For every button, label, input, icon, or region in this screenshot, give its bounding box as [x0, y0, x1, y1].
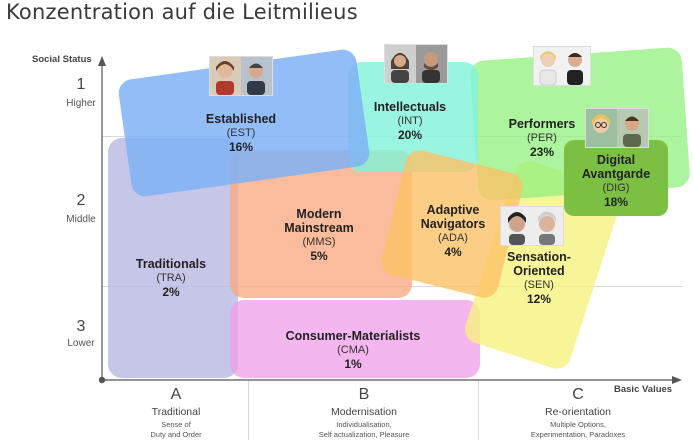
- milieu-percent: 4%: [444, 245, 462, 259]
- col-desc-b: Individualisation, Self actualization, P…: [318, 420, 410, 439]
- milieu-percent: 23%: [529, 145, 555, 159]
- milieu-name-line1: Modern: [296, 207, 342, 221]
- milieu-name: Intellectuals: [373, 100, 447, 114]
- y-axis-arrow: [98, 56, 106, 66]
- col-desc-a: Sense of Duty and Order: [150, 420, 202, 439]
- col-name-c: Re-orientation: [545, 406, 611, 418]
- col-name-a: Traditional: [151, 406, 201, 418]
- axis-origin-dot: [98, 376, 106, 384]
- milieu-abbr: (DIG): [602, 182, 630, 194]
- milieu-abbr: (PER): [527, 132, 557, 144]
- label-performers: Performers (PER) 23%: [487, 117, 597, 159]
- portrait-photo-intellectuals: [384, 44, 448, 84]
- col-divider-1: [248, 380, 249, 440]
- milieu-percent: 5%: [310, 249, 328, 263]
- milieu-percent: 16%: [228, 140, 254, 154]
- label-consumer-materialists: Consumer-Materialists (CMA) 1%: [258, 329, 448, 371]
- milieu-name: Performers: [508, 117, 576, 131]
- col-letter-a: A: [170, 386, 182, 403]
- label-modern-mainstream: Modern Mainstream (MMS) 5%: [264, 207, 374, 263]
- col-divider-2: [478, 380, 479, 440]
- milieu-name: Consumer-Materialists: [285, 329, 421, 343]
- portrait-photo-performers: [533, 46, 591, 86]
- label-traditionals: Traditionals (TRA) 2%: [116, 257, 226, 299]
- col-letter-c: C: [572, 386, 584, 403]
- milieu-percent: 1%: [344, 357, 362, 371]
- region-consumer-materialists: [230, 300, 480, 378]
- milieu-percent: 18%: [603, 195, 629, 209]
- milieu-name-line1: Adaptive: [426, 203, 480, 217]
- milieu-name-line1: Digital: [596, 153, 636, 167]
- row-name-3: Lower: [67, 338, 95, 349]
- label-sensation-oriented: Sensation- Oriented (SEN) 12%: [484, 250, 594, 306]
- milieu-abbr: (SEN): [524, 279, 554, 291]
- region-digital-avantgarde: [564, 140, 668, 216]
- x-axis-arrow: [672, 376, 682, 384]
- milieu-abbr: (CMA): [337, 344, 369, 356]
- portrait-photo-sensation-oriented: [500, 206, 564, 246]
- row-number-1: 1: [76, 76, 86, 93]
- milieu-name: Established: [205, 112, 277, 126]
- milieu-name-line2: Navigators: [420, 217, 486, 231]
- label-adaptive-navigators: Adaptive Navigators (ADA) 4%: [398, 203, 508, 259]
- milieu-abbr: (INT): [397, 115, 423, 127]
- row-name-2: Middle: [66, 214, 96, 225]
- milieu-name: Traditionals: [135, 257, 207, 271]
- milieu-name-line2: Avantgarde: [581, 167, 651, 181]
- milieu-abbr: (TRA): [156, 272, 186, 284]
- milieu-percent: 2%: [162, 285, 180, 299]
- label-established: Established (EST) 16%: [186, 112, 296, 154]
- milieu-abbr: (MMS): [302, 236, 336, 248]
- milieu-percent: 12%: [526, 292, 552, 306]
- x-axis-label: Basic Values: [614, 384, 673, 395]
- milieu-percent: 20%: [397, 128, 423, 142]
- milieu-name-line2: Mainstream: [284, 221, 354, 235]
- portrait-photo-digital-avantgarde: [585, 108, 649, 148]
- milieu-abbr: (EST): [226, 127, 256, 139]
- milieu-name-line2: Oriented: [513, 264, 565, 278]
- milieu-abbr: (ADA): [438, 232, 468, 244]
- label-intellectuals: Intellectuals (INT) 20%: [355, 100, 465, 142]
- row-number-2: 2: [76, 192, 86, 209]
- col-name-b: Modernisation: [331, 406, 397, 418]
- page-title: Konzentration auf die Leitmilieus: [6, 0, 358, 24]
- y-axis-label: Social Status: [32, 54, 92, 65]
- row-name-1: Higher: [66, 98, 96, 109]
- portrait-photo-established: [209, 56, 273, 96]
- col-desc-c: Multiple Options, Experimentation, Parad…: [530, 420, 626, 439]
- milieu-name-line1: Sensation-: [507, 250, 571, 264]
- label-digital-avantgarde: Digital Avantgarde (DIG) 18%: [564, 153, 668, 209]
- row-number-3: 3: [76, 318, 86, 335]
- col-letter-b: B: [358, 386, 370, 403]
